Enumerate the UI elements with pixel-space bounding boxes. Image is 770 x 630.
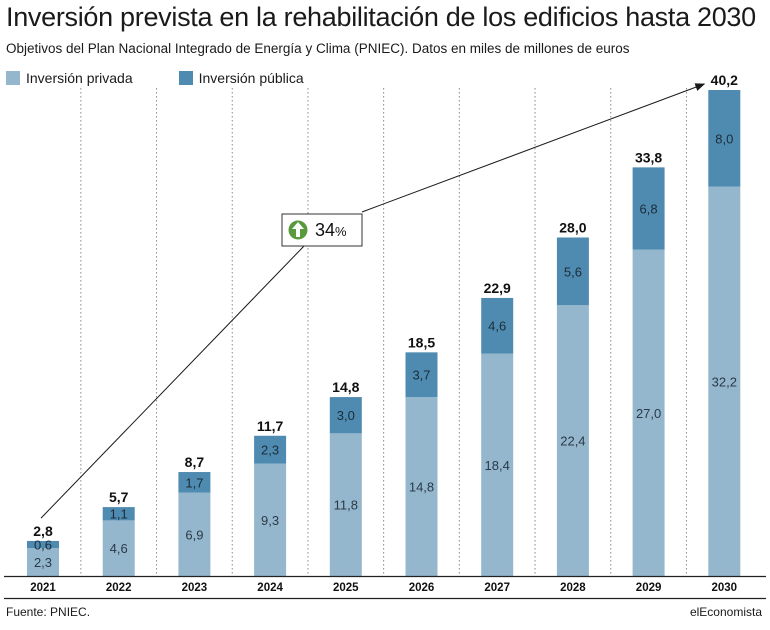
data-label-public-2021: 0,6	[34, 538, 52, 553]
bar-public-2021	[27, 540, 59, 549]
bar-public-2028	[556, 237, 589, 306]
total-label-2022: 5,7	[109, 489, 129, 505]
bar-public-2027	[481, 297, 514, 354]
data-label-public-2023: 1,7	[185, 475, 203, 490]
arrow-up-circle-icon	[288, 220, 308, 240]
x-tick-label-2025: 2025	[333, 582, 359, 594]
total-label-2024: 11,7	[257, 418, 284, 434]
bar-private-2030	[708, 186, 741, 576]
total-label-2027: 22,9	[484, 280, 511, 296]
x-tick-label-2023: 2023	[182, 582, 208, 594]
x-tick-label-2027: 2027	[484, 582, 510, 594]
source-note: Fuente: PNIEC.	[6, 605, 91, 619]
data-label-private-2023: 6,9	[185, 527, 203, 542]
total-label-2023: 8,7	[185, 454, 205, 470]
total-label-2029: 33,8	[635, 149, 662, 165]
data-label-private-2030: 32,2	[712, 374, 737, 389]
legend-label-public: Inversión pública	[198, 70, 304, 86]
x-tick-label-2022: 2022	[106, 582, 132, 594]
bars: 2,3 0,62,8 4,6 1,1 5,7 6,9 1,7 8,7 9,3 2,3 11,7 11,…	[27, 72, 741, 576]
data-label-public-2026: 3,7	[412, 368, 430, 383]
brand-logo-text: elEconomista	[689, 605, 762, 619]
x-tick-label-2029: 2029	[636, 582, 662, 594]
grid-lines	[80, 88, 687, 576]
bar-public-2026	[405, 352, 438, 398]
x-tick-label-2030: 2030	[712, 582, 738, 594]
bar-private-2026	[405, 397, 438, 576]
data-label-public-2027: 4,6	[488, 319, 506, 334]
chart-subtitle: Objetivos del Plan Nacional Integrado de…	[6, 41, 630, 56]
x-tick-label-2026: 2026	[409, 582, 435, 594]
trend-arrow	[40, 83, 706, 519]
growth-callout-value: 34%	[315, 220, 347, 240]
bar-public-2022	[102, 507, 135, 521]
chart-title: Inversión prevista en la rehabilitación …	[6, 2, 756, 32]
data-label-public-2028: 5,6	[564, 264, 582, 279]
bar-public-2024	[254, 435, 287, 464]
data-label-private-2024: 9,3	[261, 513, 279, 528]
data-label-private-2029: 27,0	[636, 406, 661, 421]
legend-item-public: Inversión pública	[178, 70, 304, 86]
bar-public-2025	[329, 397, 362, 434]
bar-private-2025	[329, 433, 362, 576]
bar-private-2029	[632, 249, 665, 576]
total-label-2025: 14,8	[332, 379, 359, 395]
data-label-private-2022: 4,6	[110, 541, 128, 556]
x-tick-label-2024: 2024	[257, 582, 283, 594]
data-label-private-2028: 22,4	[560, 434, 585, 449]
legend-swatch-private	[6, 71, 20, 85]
trend-line-upper	[361, 83, 706, 213]
total-label-2026: 18,5	[408, 334, 435, 350]
legend-item-private: Inversión privada	[6, 70, 133, 86]
data-label-private-2025: 11,8	[334, 498, 358, 513]
total-label-2028: 28,0	[559, 219, 586, 235]
total-label-2021: 2,8	[33, 523, 53, 539]
growth-callout: 34%	[281, 213, 363, 247]
total-label-2030: 40,2	[711, 72, 738, 88]
bar-public-2029	[632, 167, 665, 250]
data-label-public-2030: 8,0	[715, 131, 733, 146]
bar-private-2024	[254, 463, 287, 576]
legend-label-private: Inversión privada	[26, 70, 133, 86]
data-label-public-2029: 6,8	[640, 201, 658, 216]
x-tick-label-2021: 2021	[30, 582, 56, 594]
legend: Inversión privada Inversión pública	[6, 70, 350, 86]
bar-public-2030	[708, 90, 741, 187]
bar-private-2027	[481, 353, 514, 576]
bar-private-2028	[556, 305, 589, 576]
bar-private-2022	[102, 520, 135, 576]
data-label-public-2024: 2,3	[261, 443, 279, 458]
data-label-private-2026: 14,8	[409, 480, 434, 495]
data-label-private-2021: 2,3	[34, 555, 52, 570]
legend-swatch-public	[178, 71, 193, 85]
bar-private-2021	[27, 548, 59, 576]
bar-public-2023	[178, 472, 211, 493]
x-tick-label-2028: 2028	[560, 582, 586, 594]
data-label-public-2022: 1,1	[110, 507, 128, 522]
data-label-public-2025: 3,0	[337, 408, 355, 423]
x-axis: 2021 2022 2023 2024 2025 2026 2027 2028 2029 2030	[4, 575, 766, 600]
trend-line-lower	[40, 244, 306, 519]
data-label-private-2027: 18,4	[485, 458, 510, 473]
bar-private-2023	[178, 492, 211, 576]
